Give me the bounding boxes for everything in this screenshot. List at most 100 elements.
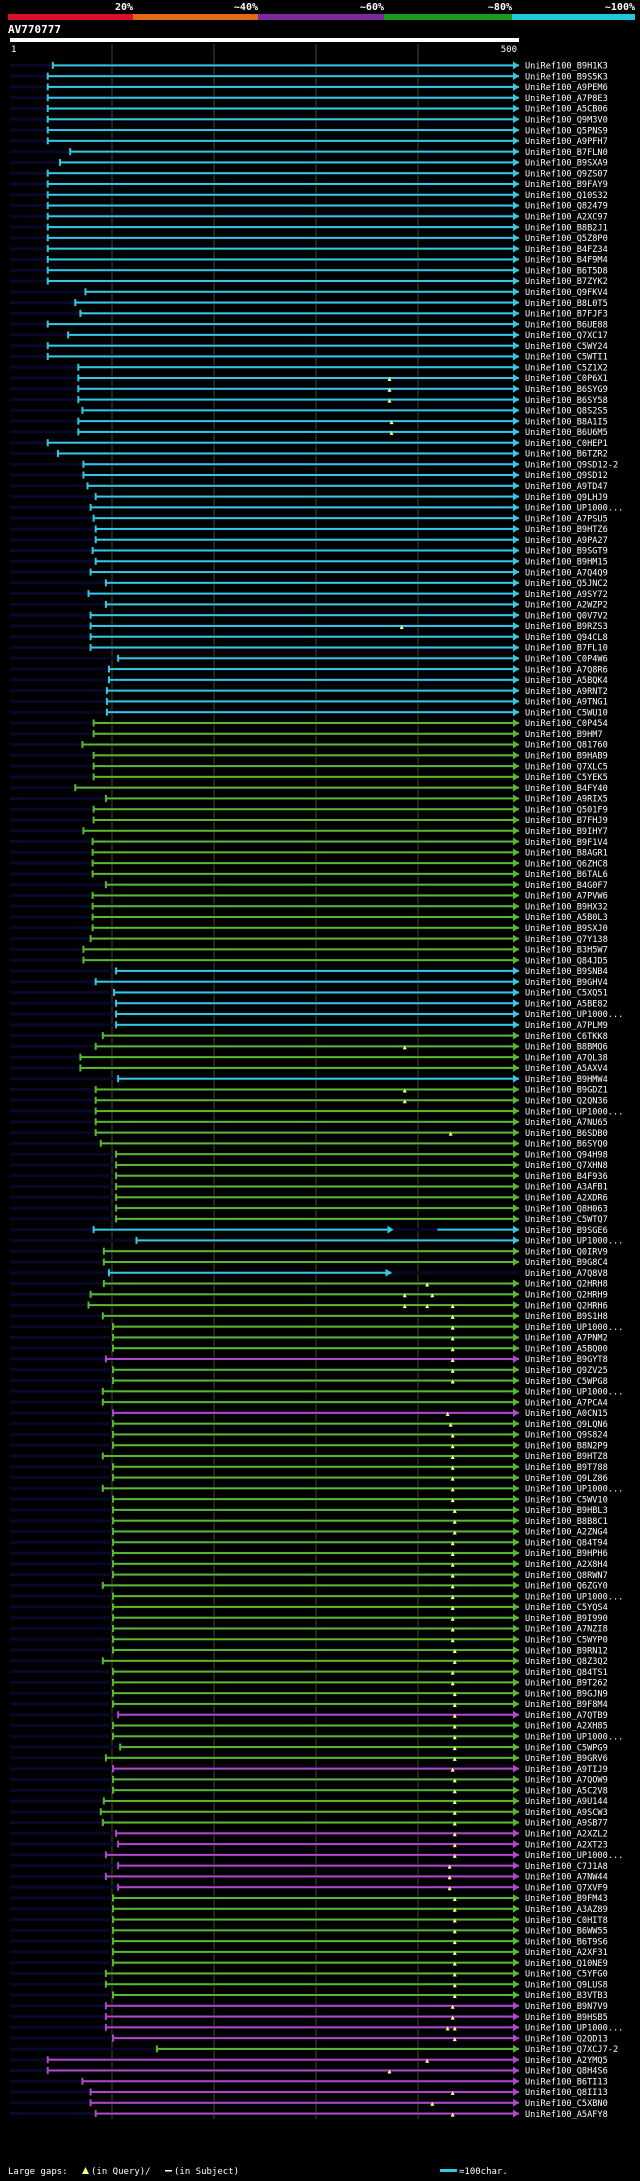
row-label[interactable]: UniRef100_Q9S824 <box>525 1431 608 1441</box>
row-label[interactable]: UniRef100_A2XDR6 <box>525 1193 608 1203</box>
row-label[interactable]: UniRef100_C6TKK8 <box>525 1032 608 1042</box>
row-label[interactable]: UniRef100_C5WTI1 <box>525 353 608 363</box>
alignment-row[interactable]: UniRef100_A5AFY8 <box>10 2109 608 2120</box>
alignment-row[interactable]: UniRef100_B9HMW4 <box>10 1074 608 1085</box>
row-label[interactable]: UniRef100_B7FLN0 <box>525 148 608 158</box>
alignment-row[interactable]: UniRef100_B9SNB4 <box>10 966 608 977</box>
alignment-row[interactable]: UniRef100_Q9LUS8 <box>10 1980 608 1990</box>
alignment-row[interactable]: UniRef100_C0P4W6 <box>10 654 608 664</box>
alignment-row[interactable]: UniRef100_C5WPG8 <box>10 1376 608 1387</box>
row-label[interactable]: UniRef100_B4FZ34 <box>525 245 608 255</box>
row-label[interactable]: UniRef100_B9GJN9 <box>525 1689 608 1699</box>
row-label[interactable]: UniRef100_B8B2J1 <box>525 223 608 233</box>
row-label[interactable]: UniRef100_A7PVW6 <box>525 892 608 902</box>
alignment-row[interactable]: UniRef100_B9HX32 <box>10 902 608 912</box>
row-label[interactable]: UniRef100_Q8H4S6 <box>525 2067 608 2077</box>
row-label[interactable]: UniRef100_Q8II13 <box>525 2088 608 2098</box>
row-label[interactable]: UniRef100_UP1000... <box>525 2024 623 2034</box>
alignment-row[interactable]: UniRef100_B7FL10 <box>10 643 608 654</box>
row-label[interactable]: UniRef100_A9RIX5 <box>525 795 608 805</box>
alignment-row[interactable]: UniRef100_Q2HRH9 <box>10 1290 608 1301</box>
row-label[interactable]: UniRef100_B9GYT8 <box>525 1355 608 1365</box>
alignment-row[interactable]: UniRef100_Q8RWN7 <box>10 1570 608 1581</box>
alignment-row[interactable]: UniRef100_B3H5W7 <box>10 945 608 956</box>
row-label[interactable]: UniRef100_B6T5D8 <box>525 266 608 276</box>
row-label[interactable]: UniRef100_Q9ZS07 <box>525 169 608 179</box>
alignment-row[interactable]: UniRef100_B6SDB0 <box>10 1128 608 1139</box>
alignment-row[interactable]: UniRef100_Q84JD5 <box>10 956 608 966</box>
alignment-row[interactable]: UniRef100_C5XBN0 <box>10 2098 608 2109</box>
row-label[interactable]: UniRef100_B9GHV4 <box>525 978 608 988</box>
row-label[interactable]: UniRef100_B9S5K3 <box>525 72 608 82</box>
row-label[interactable]: UniRef100_C5YQS4 <box>525 1603 608 1613</box>
alignment-row[interactable]: UniRef100_B9IHY7 <box>10 826 608 837</box>
row-label[interactable]: UniRef100_Q8Z3Q2 <box>525 1657 608 1667</box>
alignment-row[interactable]: UniRef100_Q5Z8P0 <box>10 233 608 244</box>
row-label[interactable]: UniRef100_A9PA27 <box>525 536 608 546</box>
alignment-row[interactable]: UniRef100_Q7XVF9 <box>10 1883 608 1893</box>
alignment-row[interactable]: UniRef100_C0HEP1 <box>10 438 608 449</box>
alignment-row[interactable]: UniRef100_B9GJN9 <box>10 1689 608 1699</box>
row-label[interactable]: UniRef100_B9SGE6 <box>525 1226 608 1236</box>
alignment-row[interactable]: UniRef100_UP1000... <box>10 1322 623 1333</box>
row-label[interactable]: UniRef100_A7QTB9 <box>525 1711 608 1721</box>
row-label[interactable]: UniRef100_B9RN12 <box>525 1646 608 1656</box>
alignment-row[interactable]: UniRef100_Q0IRV9 <box>10 1247 608 1257</box>
row-label[interactable]: UniRef100_C5WPG8 <box>525 1377 608 1387</box>
alignment-row[interactable]: UniRef100_UP1000... <box>10 1850 623 1861</box>
alignment-row[interactable]: UniRef100_B4G0F7 <box>10 880 608 891</box>
alignment-row[interactable]: UniRef100_A7QL38 <box>10 1053 608 1063</box>
row-label[interactable]: UniRef100_B8L0T5 <box>525 299 608 309</box>
row-label[interactable]: UniRef100_A7Q8V8 <box>525 1269 608 1279</box>
row-label[interactable]: UniRef100_A5AXV4 <box>525 1064 608 1074</box>
row-label[interactable]: UniRef100_A0CN15 <box>525 1409 608 1419</box>
row-label[interactable]: UniRef100_A2XT23 <box>525 1840 608 1850</box>
row-label[interactable]: UniRef100_UP1000... <box>525 1388 623 1398</box>
row-label[interactable]: UniRef100_Q10S32 <box>525 191 608 201</box>
row-label[interactable]: UniRef100_A5B0L3 <box>525 913 608 923</box>
row-label[interactable]: UniRef100_A7QOW9 <box>525 1776 608 1786</box>
row-label[interactable]: UniRef100_UP1000... <box>525 504 623 514</box>
row-label[interactable]: UniRef100_B9HTZ6 <box>525 525 608 535</box>
row-label[interactable]: UniRef100_B6SY58 <box>525 396 608 406</box>
row-label[interactable]: UniRef100_A7PNM2 <box>525 1334 608 1344</box>
alignment-row[interactable]: UniRef100_C5WV10 <box>10 1495 608 1505</box>
alignment-row[interactable]: UniRef100_Q9FKV4 <box>10 287 608 298</box>
row-label[interactable]: UniRef100_B6SYG9 <box>525 385 608 395</box>
alignment-row[interactable]: UniRef100_B8B2J1 <box>10 223 608 233</box>
alignment-row[interactable]: UniRef100_UP1000... <box>10 1732 623 1742</box>
alignment-row[interactable]: UniRef100_Q0V7V2 <box>10 611 608 621</box>
row-label[interactable]: UniRef100_C5WPG9 <box>525 1743 608 1753</box>
alignment-row[interactable]: UniRef100_Q2QN36 <box>10 1096 608 1106</box>
row-label[interactable]: UniRef100_B9T788 <box>525 1463 608 1473</box>
row-label[interactable]: UniRef100_Q8H063 <box>525 1204 608 1214</box>
row-label[interactable]: UniRef100_Q9SD12 <box>525 471 608 481</box>
row-label[interactable]: UniRef100_B3VTB3 <box>525 1991 608 2001</box>
row-label[interactable]: UniRef100_B9RZS3 <box>525 622 608 632</box>
alignment-row[interactable]: UniRef100_B6TI13 <box>10 2077 608 2087</box>
row-label[interactable]: UniRef100_A7P8E3 <box>525 94 608 104</box>
row-label[interactable]: UniRef100_Q2HRH6 <box>525 1301 608 1311</box>
alignment-row[interactable]: UniRef100_B8L0T5 <box>10 298 608 309</box>
row-label[interactable]: UniRef100_B6SDB0 <box>525 1129 608 1139</box>
alignment-row[interactable]: UniRef100_Q5JNC2 <box>10 578 608 589</box>
alignment-row[interactable]: UniRef100_Q9SD12 <box>10 471 608 481</box>
alignment-row[interactable]: UniRef100_Q84TS1 <box>10 1667 608 1678</box>
row-label[interactable]: UniRef100_B9HMW4 <box>525 1075 608 1085</box>
alignment-row[interactable]: UniRef100_Q2QD13 <box>10 2034 608 2044</box>
row-label[interactable]: UniRef100_C5XBN0 <box>525 2099 608 2109</box>
alignment-row[interactable]: UniRef100_B9GYT8 <box>10 1354 608 1365</box>
row-label[interactable]: UniRef100_B7FJF3 <box>525 310 608 320</box>
alignment-row[interactable]: UniRef100_A2XT23 <box>10 1840 608 1850</box>
alignment-row[interactable]: UniRef100_Q84T94 <box>10 1538 608 1548</box>
alignment-row[interactable]: UniRef100_A7PLM9 <box>10 1020 608 1031</box>
row-label[interactable]: UniRef100_B6U6M5 <box>525 428 608 438</box>
alignment-row[interactable]: UniRef100_Q9LZ86 <box>10 1473 608 1484</box>
row-label[interactable]: UniRef100_A9PEM6 <box>525 83 608 93</box>
alignment-row[interactable]: UniRef100_B9RZS3 <box>10 621 608 632</box>
alignment-row[interactable]: UniRef100_A5BQ00 <box>10 1344 608 1354</box>
alignment-row[interactable]: UniRef100_A2XC97 <box>10 212 608 223</box>
row-label[interactable]: UniRef100_UP1000... <box>525 1107 623 1117</box>
alignment-row[interactable]: UniRef100_B6SYQ0 <box>10 1139 608 1150</box>
alignment-row[interactable]: UniRef100_UP1000... <box>10 1387 623 1398</box>
